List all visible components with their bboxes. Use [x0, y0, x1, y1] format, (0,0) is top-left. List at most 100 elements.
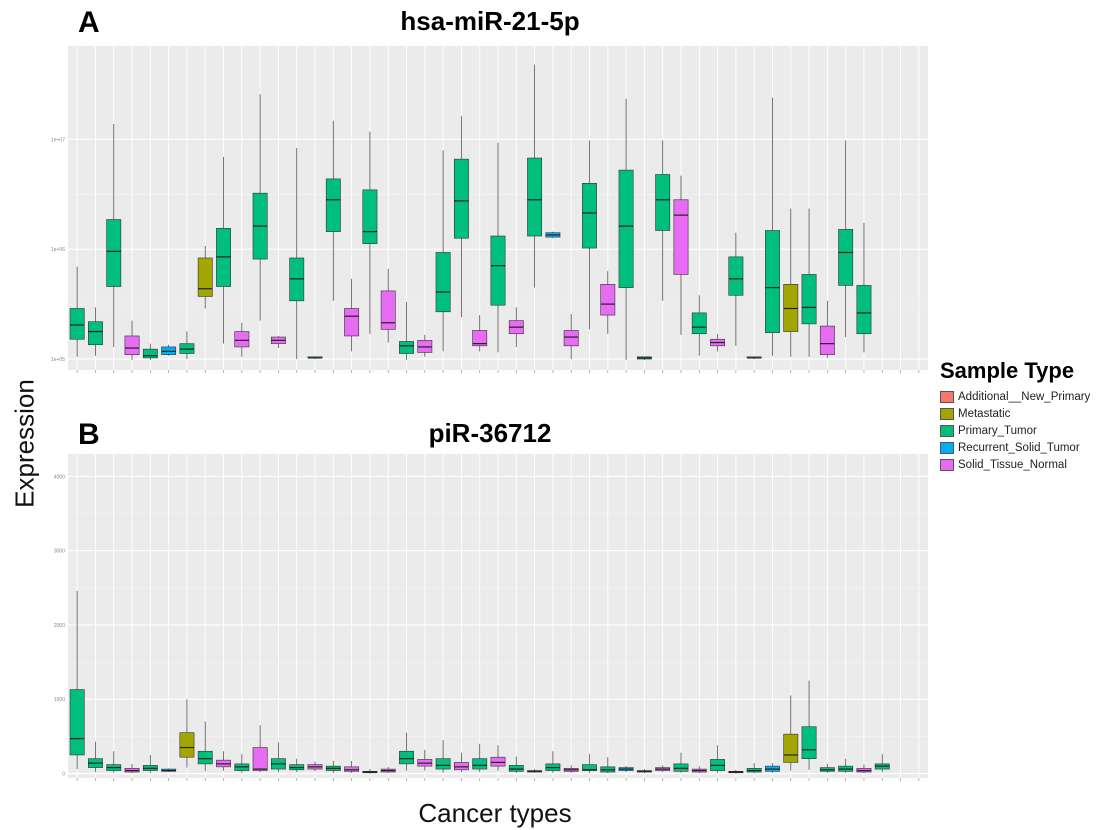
box-36: [710, 333, 726, 352]
legend: Sample Type Additional__New_Primary Meta…: [940, 358, 1105, 473]
y-tick-label: 4000: [54, 474, 65, 480]
y-tick-label: 3000: [54, 549, 65, 555]
box-43: [838, 758, 854, 773]
box-36: [710, 745, 726, 773]
box-body: [783, 733, 799, 763]
box-4: [124, 320, 140, 361]
y-tick-label: 1e+07: [51, 137, 65, 143]
box-37: [728, 769, 744, 774]
box-31: [618, 98, 634, 361]
box-7: [179, 331, 195, 360]
box-body: [380, 290, 396, 330]
box-10: [234, 754, 250, 773]
box-14: [307, 761, 323, 772]
box-23: [472, 743, 488, 773]
box-27: [545, 231, 561, 239]
box-14: [307, 356, 323, 360]
legend-label: Metastatic: [958, 407, 1011, 420]
box-27: [545, 751, 561, 773]
box-6: [161, 344, 177, 356]
y-tick-label: 0: [62, 772, 65, 778]
box-1: [69, 590, 85, 770]
box-42: [819, 300, 835, 358]
panel-b-title: piR-36712: [428, 418, 552, 448]
legend-item: Additional__New_Primary: [940, 388, 1105, 405]
box-13: [289, 148, 305, 360]
box-11: [252, 725, 268, 773]
box-body: [106, 219, 122, 287]
box-body: [362, 189, 378, 244]
box-19: [399, 732, 414, 771]
pirna-boxplot-chart: 0 1000 2000 3000 4000: [54, 454, 928, 781]
box-12: [270, 335, 286, 349]
box-3: [106, 751, 122, 773]
box-42: [819, 763, 835, 773]
box-body: [472, 758, 488, 770]
box-44: [856, 764, 872, 774]
box-24: [490, 745, 506, 771]
box-body: [344, 308, 360, 337]
box-40: [783, 695, 799, 771]
box-26: [527, 64, 543, 288]
box-5: [142, 343, 158, 361]
box-28: [563, 765, 579, 773]
box-body: [399, 341, 414, 354]
box-18: [380, 766, 396, 773]
y-tick-label: 2000: [54, 623, 65, 629]
box-23: [472, 315, 488, 352]
box-body: [655, 174, 671, 231]
legend-swatch: [940, 458, 954, 471]
box-43: [838, 140, 854, 338]
legend-item: Recurrent_Solid_Tumor: [940, 439, 1105, 456]
box-35: [691, 295, 707, 356]
box-35: [691, 766, 707, 774]
box-22: [453, 752, 469, 773]
box-26: [527, 769, 543, 773]
box-41: [801, 680, 817, 770]
box-4: [124, 763, 140, 774]
box-body: [453, 158, 469, 239]
box-45: [874, 754, 890, 773]
box-34: [673, 752, 689, 773]
y-tick-label: 1e+05: [51, 357, 65, 363]
box-29: [582, 140, 597, 330]
box-33: [655, 765, 671, 773]
legend-title: Sample Type: [940, 358, 1075, 383]
box-18: [380, 268, 396, 343]
box-21: [435, 740, 451, 773]
box-1: [69, 266, 85, 357]
box-body: [582, 764, 597, 771]
box-body: [435, 252, 451, 313]
legend-label: Recurrent_Solid_Tumor: [958, 441, 1080, 454]
legend-label: Solid_Tissue_Normal: [958, 458, 1067, 471]
box-22: [453, 116, 469, 318]
box-6: [161, 768, 177, 773]
box-24: [490, 142, 506, 353]
box-25: [508, 756, 524, 773]
legend-swatch: [940, 390, 954, 403]
box-body: [856, 285, 872, 335]
box-11: [252, 94, 268, 321]
box-5: [142, 754, 158, 773]
y-tick-label: 1e+06: [51, 247, 65, 253]
box-body: [179, 732, 195, 758]
panel-b-letter: B: [78, 418, 100, 451]
box-body: [838, 229, 854, 286]
box-31: [618, 766, 634, 773]
box-body: [399, 750, 414, 765]
box-10: [234, 322, 250, 357]
box-9: [216, 156, 231, 344]
box-3: [106, 123, 122, 347]
panel-a-letter: A: [78, 6, 100, 39]
box-32: [636, 769, 652, 774]
box-29: [582, 754, 597, 773]
box-body: [325, 178, 341, 232]
box-body: [435, 758, 451, 770]
box-17: [362, 131, 378, 334]
box-8: [197, 245, 213, 309]
box-body: [673, 199, 689, 275]
box-34: [673, 175, 689, 335]
box-9: [216, 751, 231, 771]
box-body: [728, 256, 744, 296]
box-41: [801, 208, 817, 357]
